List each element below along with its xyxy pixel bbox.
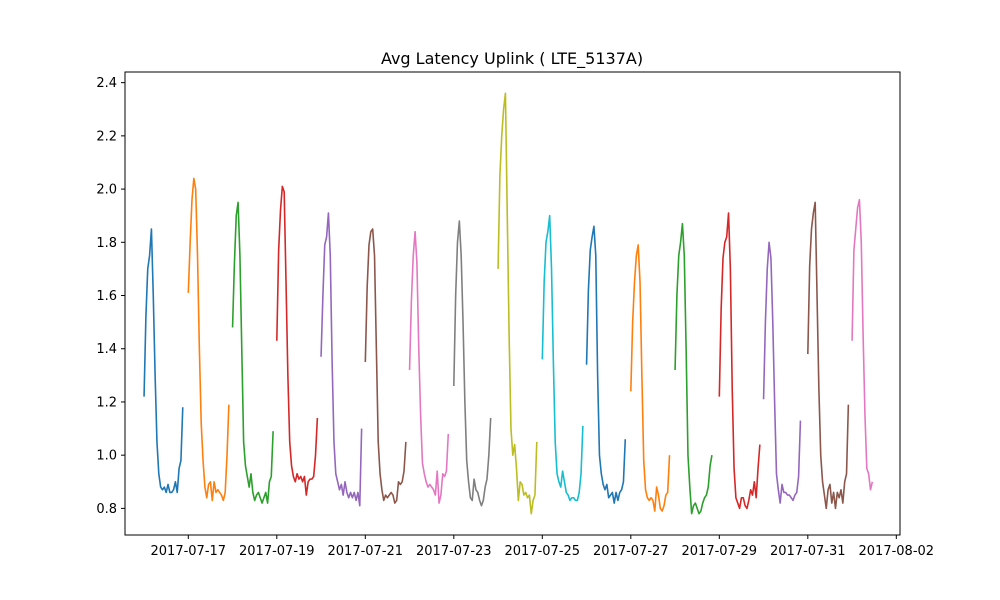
series-line-2017-07-21 (364, 228, 407, 504)
x-tick-label: 2017-07-19 (239, 544, 315, 559)
x-tick-label: 2017-08-02 (859, 544, 935, 559)
x-tick-label: 2017-07-23 (416, 544, 492, 559)
series-line-2017-07-20 (320, 212, 363, 507)
y-tick-label: 1.4 (96, 342, 117, 357)
series-line-2017-07-19 (276, 185, 319, 496)
y-tick-label: 0.8 (96, 502, 117, 517)
plot-frame (124, 71, 901, 536)
y-tick-label: 2.2 (96, 129, 117, 144)
series-line-2017-07-26 (585, 225, 627, 504)
series-line-2017-07-28 (674, 222, 713, 515)
chart-title: Avg Latency Uplink ( LTE_5137A) (381, 49, 643, 69)
y-tick-label: 1.6 (96, 289, 117, 304)
x-tick-label: 2017-07-17 (151, 544, 227, 559)
x-tick-label: 2017-07-27 (593, 544, 669, 559)
y-axis-ticks: 0.8 1.0 1.2 1.4 1.6 1.8 2.0 2.2 2.4 (96, 76, 125, 517)
x-tick-label: 2017-07-25 (505, 544, 581, 559)
series-line-2017-07-25 (541, 214, 584, 502)
y-tick-label: 1.8 (96, 236, 117, 251)
y-tick-label: 2.0 (96, 183, 117, 198)
series-line-2017-07-18 (231, 201, 274, 504)
series-line-2017-07-31 (807, 201, 850, 510)
x-tick-label: 2017-07-29 (682, 544, 758, 559)
series-line-2017-07-17 (187, 177, 230, 502)
y-tick-label: 1.0 (96, 449, 117, 464)
series-line-2017-08-01 (851, 198, 874, 491)
x-axis-ticks: 2017-07-17 2017-07-19 2017-07-21 2017-07-23… (151, 535, 935, 559)
x-tick-label: 2017-07-21 (328, 544, 404, 559)
series-line-2017-07-29 (718, 212, 761, 510)
y-tick-label: 1.2 (96, 395, 117, 410)
series-line-2017-07-27 (630, 244, 671, 512)
y-tick-label: 2.4 (96, 76, 117, 91)
plot-series (143, 92, 874, 515)
series-line-2017-07-23 (453, 220, 492, 507)
series-line-2017-07-22 (408, 230, 450, 504)
series-line-2017-07-30 (762, 241, 802, 504)
series-line-2017-07-16 (143, 228, 184, 494)
x-tick-label: 2017-07-31 (770, 544, 846, 559)
series-line-2017-07-24 (497, 92, 538, 515)
